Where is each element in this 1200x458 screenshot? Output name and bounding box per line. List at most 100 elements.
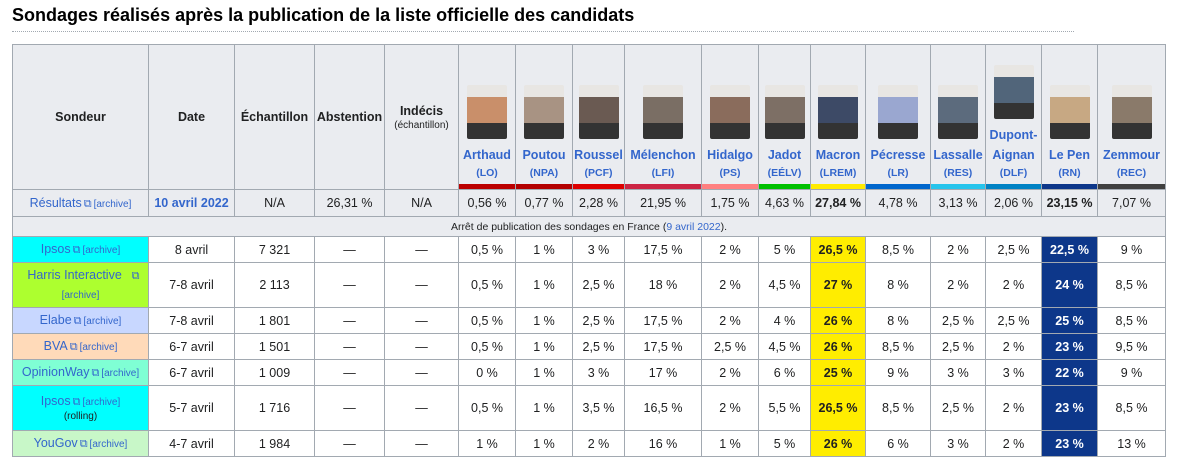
poll-value: 6 % (758, 359, 811, 386)
poll-abstention: — (314, 430, 385, 457)
candidate-party[interactable]: (RN) (1058, 167, 1081, 179)
results-value: 4,63 % (758, 189, 811, 217)
candidate-party[interactable]: (LREM) (819, 167, 857, 179)
candidate-photo[interactable] (993, 65, 1034, 119)
poll-value: 17,5 % (624, 333, 702, 360)
note-date-link[interactable]: 9 avril 2022 (666, 220, 721, 233)
candidate-photo[interactable] (1049, 85, 1090, 139)
candidate-photo[interactable] (818, 85, 858, 139)
note-text: Arrêt de publication des sondages en Fra… (450, 220, 667, 233)
sondeur-link[interactable]: YouGov (33, 436, 78, 450)
results-value: 2,28 % (572, 189, 625, 217)
header-indecis[interactable]: Indécis (échantillon) (384, 44, 459, 190)
candidate-party[interactable]: (LO) (476, 167, 498, 179)
header-indecis-sub: (échantillon) (394, 119, 449, 131)
candidate-name[interactable]: Le Pen (1049, 148, 1090, 162)
candidate-photo[interactable] (1111, 85, 1152, 139)
candidate-photo[interactable] (467, 85, 507, 139)
archive-link[interactable]: [archive] (61, 289, 100, 301)
sondeur-link[interactable]: Ipsos (40, 394, 71, 408)
sondeur-cell: OpinionWay ⧉ [archive] (12, 359, 149, 386)
candidate-party[interactable]: (RES) (943, 167, 973, 179)
sondeur-link[interactable]: OpinionWay (21, 365, 90, 379)
party-color-bar (625, 184, 701, 189)
candidate-party[interactable]: (DLF) (999, 167, 1028, 179)
candidate-photo[interactable] (710, 85, 750, 139)
poll-value: 24 % (1041, 262, 1098, 308)
results-date-link[interactable]: 10 avril 2022 (154, 196, 229, 210)
poll-value: 0,5 % (458, 236, 516, 263)
candidate-header: Zemmour (REC) (1097, 44, 1166, 190)
poll-value: 27 % (810, 262, 866, 308)
candidate-name[interactable]: Roussel (574, 148, 623, 162)
candidate-photo[interactable] (938, 85, 978, 139)
poll-date: 4-7 avril (148, 430, 235, 457)
poll-value: 2,5 % (572, 307, 625, 334)
external-link-icon: ⧉ (83, 197, 92, 210)
candidate-name[interactable]: Lassalle (933, 148, 983, 162)
archive-link[interactable]: [archive] (82, 397, 121, 408)
poll-value: 2,5 % (930, 385, 986, 431)
candidate-name[interactable]: Macron (815, 148, 861, 162)
results-value: 4,78 % (865, 189, 931, 217)
poll-value: 13 % (1097, 430, 1166, 457)
poll-value: 25 % (1041, 307, 1098, 334)
poll-value: 2 % (985, 385, 1042, 431)
candidate-name[interactable]: Hidalgo (707, 148, 753, 162)
poll-value: 2,5 % (572, 262, 625, 308)
sondeur-link[interactable]: Elabe (39, 313, 72, 327)
poll-value: 0,5 % (458, 333, 516, 360)
poll-value: 4,5 % (758, 333, 811, 360)
archive-link[interactable]: [archive] (101, 368, 140, 379)
archive-link[interactable]: [archive] (93, 198, 132, 210)
sondeur-cell: BVA ⧉ [archive] (12, 333, 149, 360)
candidate-photo[interactable] (524, 85, 564, 139)
poll-value: 2,5 % (701, 333, 759, 360)
candidate-name[interactable]: Jadot (767, 148, 802, 162)
candidate-party[interactable]: (LFI) (651, 167, 675, 179)
candidate-party[interactable]: (EÉLV) (767, 167, 802, 179)
poll-value: 17,5 % (624, 236, 702, 263)
party-color-bar (1042, 184, 1097, 189)
archive-link[interactable]: [archive] (89, 439, 128, 450)
candidate-name[interactable]: Arthaud (463, 148, 511, 162)
poll-echantillon: 1 801 (234, 307, 315, 334)
poll-value: 1 % (701, 430, 759, 457)
poll-value: 2 % (930, 262, 986, 308)
candidate-name[interactable]: Poutou (522, 148, 566, 162)
archive-link[interactable]: [archive] (82, 245, 121, 256)
candidate-photo[interactable] (764, 85, 805, 139)
archive-link[interactable]: [archive] (79, 342, 118, 353)
candidate-name[interactable]: Dupont-Aignan (989, 128, 1038, 162)
candidate-name[interactable]: Pécresse (870, 148, 926, 162)
sondeur-link[interactable]: BVA (43, 339, 68, 353)
candidate-name[interactable]: Mélenchon (630, 148, 696, 162)
candidate-party[interactable]: (PCF) (584, 167, 613, 179)
candidate-party[interactable]: (LR) (887, 167, 909, 179)
poll-abstention: — (314, 307, 385, 334)
candidate-party[interactable]: (REC) (1116, 167, 1147, 179)
sondeur-cell: Elabe ⧉ [archive] (12, 307, 149, 334)
sondeur-link[interactable]: Ipsos (40, 242, 71, 256)
poll-value: 16 % (624, 430, 702, 457)
candidate-photo[interactable] (578, 85, 619, 139)
candidate-photo[interactable] (643, 85, 683, 139)
header-abstention[interactable]: Abstention (314, 44, 385, 190)
poll-date: 6-7 avril (148, 333, 235, 360)
candidate-party[interactable]: (NPA) (529, 167, 559, 179)
candidate-name[interactable]: Zemmour (1103, 148, 1160, 162)
poll-value: 8,5 % (1097, 385, 1166, 431)
poll-value: 1 % (515, 307, 573, 334)
external-link-icon: ⧉ (73, 315, 82, 327)
poll-value: 8,5 % (865, 333, 931, 360)
sondeur-link[interactable]: Harris Interactive (27, 267, 122, 282)
candidate-photo[interactable] (878, 85, 918, 139)
poll-value: 26 % (810, 307, 866, 334)
poll-abstention: — (314, 262, 385, 308)
header-sondeur[interactable]: Sondeur (12, 44, 149, 190)
header-date[interactable]: Date (148, 44, 235, 190)
results-link[interactable]: Résultats (29, 195, 82, 210)
archive-link[interactable]: [archive] (83, 316, 122, 327)
candidate-party[interactable]: (PS) (719, 167, 741, 179)
header-echantillon[interactable]: Échantillon (234, 44, 315, 190)
